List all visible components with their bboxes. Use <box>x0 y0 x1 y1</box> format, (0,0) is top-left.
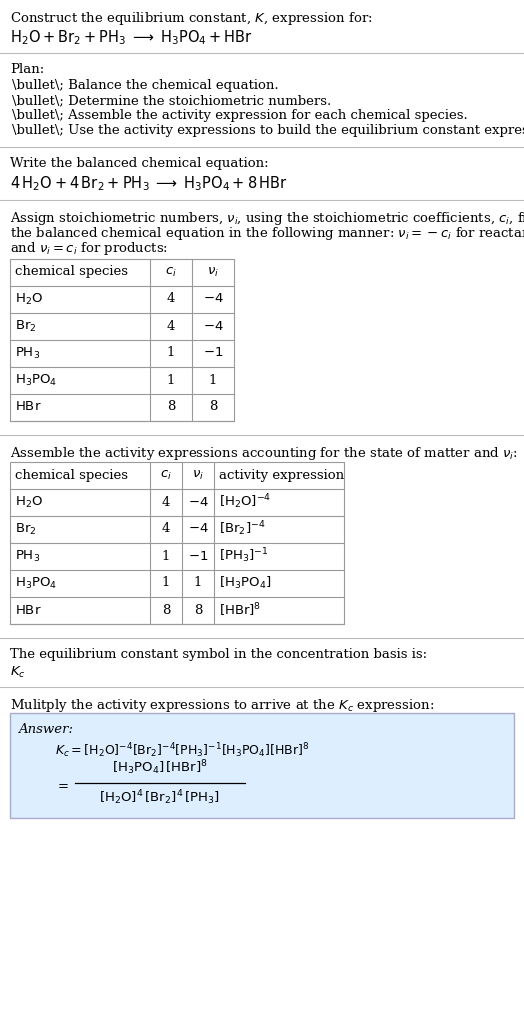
Text: $c_i$: $c_i$ <box>165 265 177 279</box>
Text: 1: 1 <box>167 374 175 387</box>
Text: Assemble the activity expressions accounting for the state of matter and $\nu_i$: Assemble the activity expressions accoun… <box>10 445 518 461</box>
Text: $[\mathrm{H_2O}]^{-4}$: $[\mathrm{H_2O}]^{-4}$ <box>219 493 271 512</box>
Text: $-1$: $-1$ <box>188 549 208 563</box>
Text: 1: 1 <box>162 577 170 589</box>
Bar <box>10 461 344 624</box>
Text: and $\nu_i = c_i$ for products:: and $\nu_i = c_i$ for products: <box>10 240 168 257</box>
FancyBboxPatch shape <box>10 713 514 818</box>
Text: the balanced chemical equation in the following manner: $\nu_i = -c_i$ for react: the balanced chemical equation in the fo… <box>10 225 524 242</box>
Text: $\nu_i$: $\nu_i$ <box>207 265 219 279</box>
Text: $[\mathrm{PH_3}]^{-1}$: $[\mathrm{PH_3}]^{-1}$ <box>219 546 269 566</box>
Text: $[\mathrm{Br_2}]^{-4}$: $[\mathrm{Br_2}]^{-4}$ <box>219 520 266 538</box>
Text: 4: 4 <box>167 292 175 305</box>
Text: $K_c$: $K_c$ <box>10 665 26 680</box>
Text: $\mathrm{Br_2}$: $\mathrm{Br_2}$ <box>15 319 37 334</box>
Text: $K_c = [\mathrm{H_2O}]^{-4}[\mathrm{Br_2}]^{-4}[\mathrm{PH_3}]^{-1}[\mathrm{H_3P: $K_c = [\mathrm{H_2O}]^{-4}[\mathrm{Br_2… <box>55 741 310 761</box>
Text: $-4$: $-4$ <box>188 495 209 508</box>
Text: Answer:: Answer: <box>18 723 73 736</box>
Text: $[\mathrm{H_2O}]^4\,[\mathrm{Br_2}]^4\,[\mathrm{PH_3}]$: $[\mathrm{H_2O}]^4\,[\mathrm{Br_2}]^4\,[… <box>100 788 221 808</box>
Text: $-4$: $-4$ <box>203 320 223 333</box>
Text: 8: 8 <box>194 603 202 617</box>
Text: $\mathrm{PH_3}$: $\mathrm{PH_3}$ <box>15 345 40 360</box>
Text: 4: 4 <box>167 320 175 333</box>
Text: 1: 1 <box>162 549 170 563</box>
Bar <box>10 259 234 421</box>
Text: $\mathrm{H_2O + Br_2 + PH_3 \;\longrightarrow\; H_3PO_4 + HBr}$: $\mathrm{H_2O + Br_2 + PH_3 \;\longright… <box>10 28 253 47</box>
Text: $\mathrm{H_2O}$: $\mathrm{H_2O}$ <box>15 291 43 306</box>
Text: 4: 4 <box>162 495 170 508</box>
Text: \bullet\; Determine the stoichiometric numbers.: \bullet\; Determine the stoichiometric n… <box>12 94 331 107</box>
Text: 8: 8 <box>209 400 217 414</box>
Text: \bullet\; Balance the chemical equation.: \bullet\; Balance the chemical equation. <box>12 79 279 92</box>
Text: $\mathrm{4\,H_2O + 4\,Br_2 + PH_3 \;\longrightarrow\; H_3PO_4 + 8\,HBr}$: $\mathrm{4\,H_2O + 4\,Br_2 + PH_3 \;\lon… <box>10 174 288 193</box>
Text: \bullet\; Use the activity expressions to build the equilibrium constant express: \bullet\; Use the activity expressions t… <box>12 124 524 137</box>
Text: $\nu_i$: $\nu_i$ <box>192 469 204 482</box>
Text: Plan:: Plan: <box>10 63 44 76</box>
Text: $\mathrm{H_3PO_4}$: $\mathrm{H_3PO_4}$ <box>15 373 57 388</box>
Text: chemical species: chemical species <box>15 469 128 482</box>
Text: $\mathrm{H_2O}$: $\mathrm{H_2O}$ <box>15 494 43 509</box>
Text: The equilibrium constant symbol in the concentration basis is:: The equilibrium constant symbol in the c… <box>10 648 427 661</box>
Text: Construct the equilibrium constant, $K$, expression for:: Construct the equilibrium constant, $K$,… <box>10 10 373 27</box>
Text: chemical species: chemical species <box>15 265 128 279</box>
Text: 1: 1 <box>167 346 175 359</box>
Text: Write the balanced chemical equation:: Write the balanced chemical equation: <box>10 157 269 171</box>
Text: $\mathrm{PH_3}$: $\mathrm{PH_3}$ <box>15 548 40 564</box>
Text: $[\mathrm{HBr}]^8$: $[\mathrm{HBr}]^8$ <box>219 601 261 619</box>
Text: $=$: $=$ <box>55 778 69 791</box>
Text: $-4$: $-4$ <box>188 523 209 535</box>
Text: $\mathrm{H_3PO_4}$: $\mathrm{H_3PO_4}$ <box>15 576 57 590</box>
Text: Assign stoichiometric numbers, $\nu_i$, using the stoichiometric coefficients, $: Assign stoichiometric numbers, $\nu_i$, … <box>10 210 524 227</box>
Text: 4: 4 <box>162 523 170 535</box>
Text: $\mathrm{HBr}$: $\mathrm{HBr}$ <box>15 400 41 414</box>
Text: $\mathrm{HBr}$: $\mathrm{HBr}$ <box>15 603 41 617</box>
Text: \bullet\; Assemble the activity expression for each chemical species.: \bullet\; Assemble the activity expressi… <box>12 109 468 121</box>
Text: $-1$: $-1$ <box>203 346 223 359</box>
Text: $[\mathrm{H_3PO_4}]$: $[\mathrm{H_3PO_4}]$ <box>219 575 271 591</box>
Text: $\mathrm{Br_2}$: $\mathrm{Br_2}$ <box>15 522 37 537</box>
Text: $-4$: $-4$ <box>203 292 223 305</box>
Text: 8: 8 <box>167 400 175 414</box>
Text: $c_i$: $c_i$ <box>160 469 172 482</box>
Text: activity expression: activity expression <box>219 469 344 482</box>
Text: 1: 1 <box>194 577 202 589</box>
Text: Mulitply the activity expressions to arrive at the $K_c$ expression:: Mulitply the activity expressions to arr… <box>10 697 434 714</box>
Text: 1: 1 <box>209 374 217 387</box>
Text: $[\mathrm{H_3PO_4}]\,[\mathrm{HBr}]^8$: $[\mathrm{H_3PO_4}]\,[\mathrm{HBr}]^8$ <box>112 759 208 777</box>
Text: 8: 8 <box>162 603 170 617</box>
